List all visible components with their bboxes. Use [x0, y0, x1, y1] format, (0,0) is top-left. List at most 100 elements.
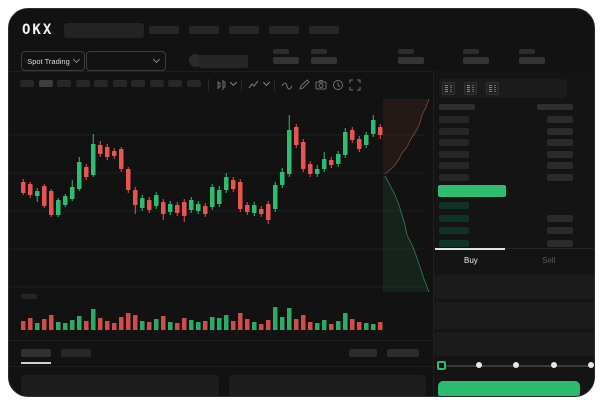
chevron-down-icon[interactable] [229, 78, 238, 87]
pair-icon [189, 54, 202, 67]
slider-stop-dot[interactable] [475, 362, 482, 368]
timeframe-button[interactable] [75, 80, 90, 87]
line-tool-icon[interactable] [281, 79, 293, 91]
orderbook-header-price [439, 104, 475, 110]
pair-selector[interactable] [86, 51, 166, 71]
chart-toolbar [9, 72, 433, 97]
bottom-right-control[interactable] [349, 349, 377, 357]
trade-side-tabs: Buy Sell [434, 248, 594, 270]
timeframe-button[interactable] [131, 80, 145, 87]
stat-value-placeholder [273, 57, 299, 64]
timeframe-button[interactable] [149, 80, 164, 87]
active-bottom-tab-indicator [21, 362, 51, 364]
timeframe-button[interactable] [186, 80, 201, 87]
active-tab-indicator [435, 248, 505, 250]
camera-icon[interactable] [315, 79, 327, 91]
volume-indicator-label-placeholder [21, 294, 37, 299]
orderbook-view-bids-icon[interactable] [464, 82, 477, 95]
chevron-down-icon [152, 55, 161, 64]
ask-price-placeholder[interactable] [439, 127, 469, 135]
ask-price-placeholder[interactable] [439, 150, 469, 158]
chart-section [9, 71, 433, 396]
bottom-tab-bar [9, 340, 433, 366]
bottom-right-control[interactable] [387, 349, 419, 357]
ask-amount-placeholder [547, 139, 573, 146]
timeframe-button[interactable] [38, 80, 53, 87]
fullscreen-icon[interactable] [349, 79, 361, 91]
stat-label-placeholder [273, 49, 289, 54]
stat-label-placeholder [398, 49, 414, 54]
ask-amount-placeholder [547, 150, 573, 158]
stat-value-placeholder [463, 57, 489, 64]
nav-item-placeholder[interactable] [309, 26, 339, 34]
history-clock-icon[interactable] [332, 79, 344, 91]
bottom-tab[interactable] [21, 349, 51, 357]
bid-price-placeholder[interactable] [439, 239, 469, 247]
nav-item-placeholder[interactable] [269, 26, 299, 34]
timeframe-button[interactable] [57, 80, 71, 87]
stat-value-placeholder [398, 57, 424, 64]
last-price-bar[interactable] [438, 185, 506, 197]
candlestick-chart[interactable] [9, 97, 433, 342]
bid-price-placeholder[interactable] [439, 227, 469, 234]
bid-amount-placeholder [547, 239, 573, 247]
market-type-label: Spot Trading [27, 56, 70, 66]
nav-menu [149, 26, 409, 36]
orderbook-header-amount [537, 104, 573, 110]
chevron-down-icon[interactable] [262, 78, 271, 87]
bottom-panel[interactable] [21, 375, 219, 396]
chevron-down-icon [72, 55, 80, 64]
stat-value-placeholder [311, 57, 337, 64]
nav-item-placeholder[interactable] [149, 26, 179, 34]
ask-amount-placeholder [547, 127, 573, 135]
bid-amount-placeholder [547, 214, 573, 222]
ask-amount-placeholder [547, 116, 573, 123]
ask-amount-placeholder [547, 173, 573, 181]
search-input[interactable] [64, 23, 144, 38]
orderbook-toolbar [439, 79, 567, 98]
ask-price-placeholder[interactable] [439, 116, 469, 123]
slider-stop-dot[interactable] [513, 362, 519, 368]
slider-stop-dot[interactable] [550, 362, 557, 368]
timeframe-button[interactable] [112, 80, 127, 87]
stat-label-placeholder [519, 49, 535, 54]
chart-type-icon[interactable] [215, 79, 227, 91]
stat-value-placeholder [519, 57, 545, 64]
buy-submit-button[interactable] [438, 381, 580, 396]
nav-item-placeholder[interactable] [189, 26, 219, 34]
trade-form-field[interactable] [434, 332, 594, 356]
market-type-selector[interactable]: Spot Trading [21, 51, 85, 71]
draw-tool-icon[interactable] [298, 79, 310, 91]
tab-sell[interactable]: Sell [542, 256, 556, 265]
timeframe-button[interactable] [94, 80, 108, 87]
bottom-panel[interactable] [229, 375, 426, 396]
ask-price-placeholder[interactable] [439, 139, 469, 146]
orderbook-view-asks-icon[interactable] [486, 82, 499, 95]
bid-price-placeholder[interactable] [439, 214, 469, 222]
timeframe-button[interactable] [168, 80, 182, 87]
sub-navbar: Spot Trading [9, 49, 594, 73]
slider-stop-dot[interactable] [588, 362, 594, 368]
bid-price-placeholder[interactable] [439, 202, 469, 209]
nav-item-placeholder[interactable] [229, 26, 259, 34]
orderbook-view-combined-icon[interactable] [442, 82, 455, 95]
ask-price-placeholder[interactable] [439, 173, 469, 181]
ask-amount-placeholder [547, 162, 573, 169]
trade-form-field[interactable] [434, 302, 594, 329]
bid-amount-placeholder [547, 227, 573, 234]
ask-price-placeholder[interactable] [439, 162, 469, 169]
slider-handle[interactable] [437, 361, 446, 370]
timeframe-button[interactable] [20, 80, 34, 87]
order-book-panel: Buy Sell [433, 71, 594, 396]
bottom-panels [9, 366, 433, 396]
bottom-tab[interactable] [61, 349, 91, 357]
okx-logo[interactable]: OKX [22, 22, 54, 38]
top-navbar: OKX [9, 9, 594, 49]
amount-slider[interactable] [434, 359, 594, 373]
tab-buy[interactable]: Buy [464, 256, 478, 265]
trade-form-field[interactable] [434, 275, 594, 299]
indicators-icon[interactable] [248, 79, 260, 91]
stat-label-placeholder [311, 49, 327, 54]
stat-label-placeholder [463, 49, 479, 54]
